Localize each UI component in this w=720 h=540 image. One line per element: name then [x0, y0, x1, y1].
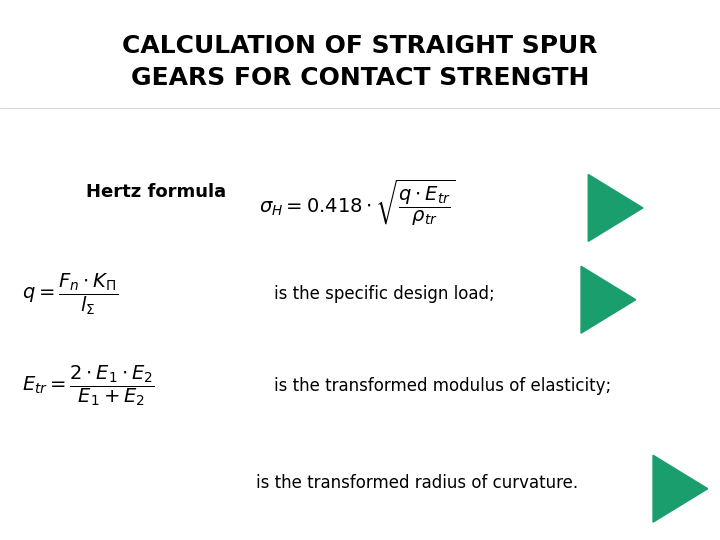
Polygon shape — [588, 174, 643, 241]
Polygon shape — [581, 266, 636, 333]
Text: is the specific design load;: is the specific design load; — [274, 285, 495, 303]
Text: is the transformed modulus of elasticity;: is the transformed modulus of elasticity… — [274, 377, 611, 395]
Text: $E_{tr} = \dfrac{2 \cdot E_{1} \cdot E_{2}}{E_{1} + E_{2}}$: $E_{tr} = \dfrac{2 \cdot E_{1} \cdot E_{… — [22, 364, 155, 408]
Polygon shape — [653, 455, 708, 522]
Text: Hertz formula: Hertz formula — [86, 183, 227, 201]
Text: $q = \dfrac{F_{n} \cdot K_{\Pi}}{l_{\Sigma}}$: $q = \dfrac{F_{n} \cdot K_{\Pi}}{l_{\Sig… — [22, 272, 118, 317]
Text: CALCULATION OF STRAIGHT SPUR: CALCULATION OF STRAIGHT SPUR — [122, 34, 598, 58]
Text: is the transformed radius of curvature.: is the transformed radius of curvature. — [256, 474, 577, 492]
Text: $\sigma_{H} = 0.418 \cdot \sqrt{\dfrac{q \cdot E_{tr}}{\rho_{tr}}}$: $\sigma_{H} = 0.418 \cdot \sqrt{\dfrac{q… — [259, 177, 456, 228]
Text: GEARS FOR CONTACT STRENGTH: GEARS FOR CONTACT STRENGTH — [131, 66, 589, 90]
